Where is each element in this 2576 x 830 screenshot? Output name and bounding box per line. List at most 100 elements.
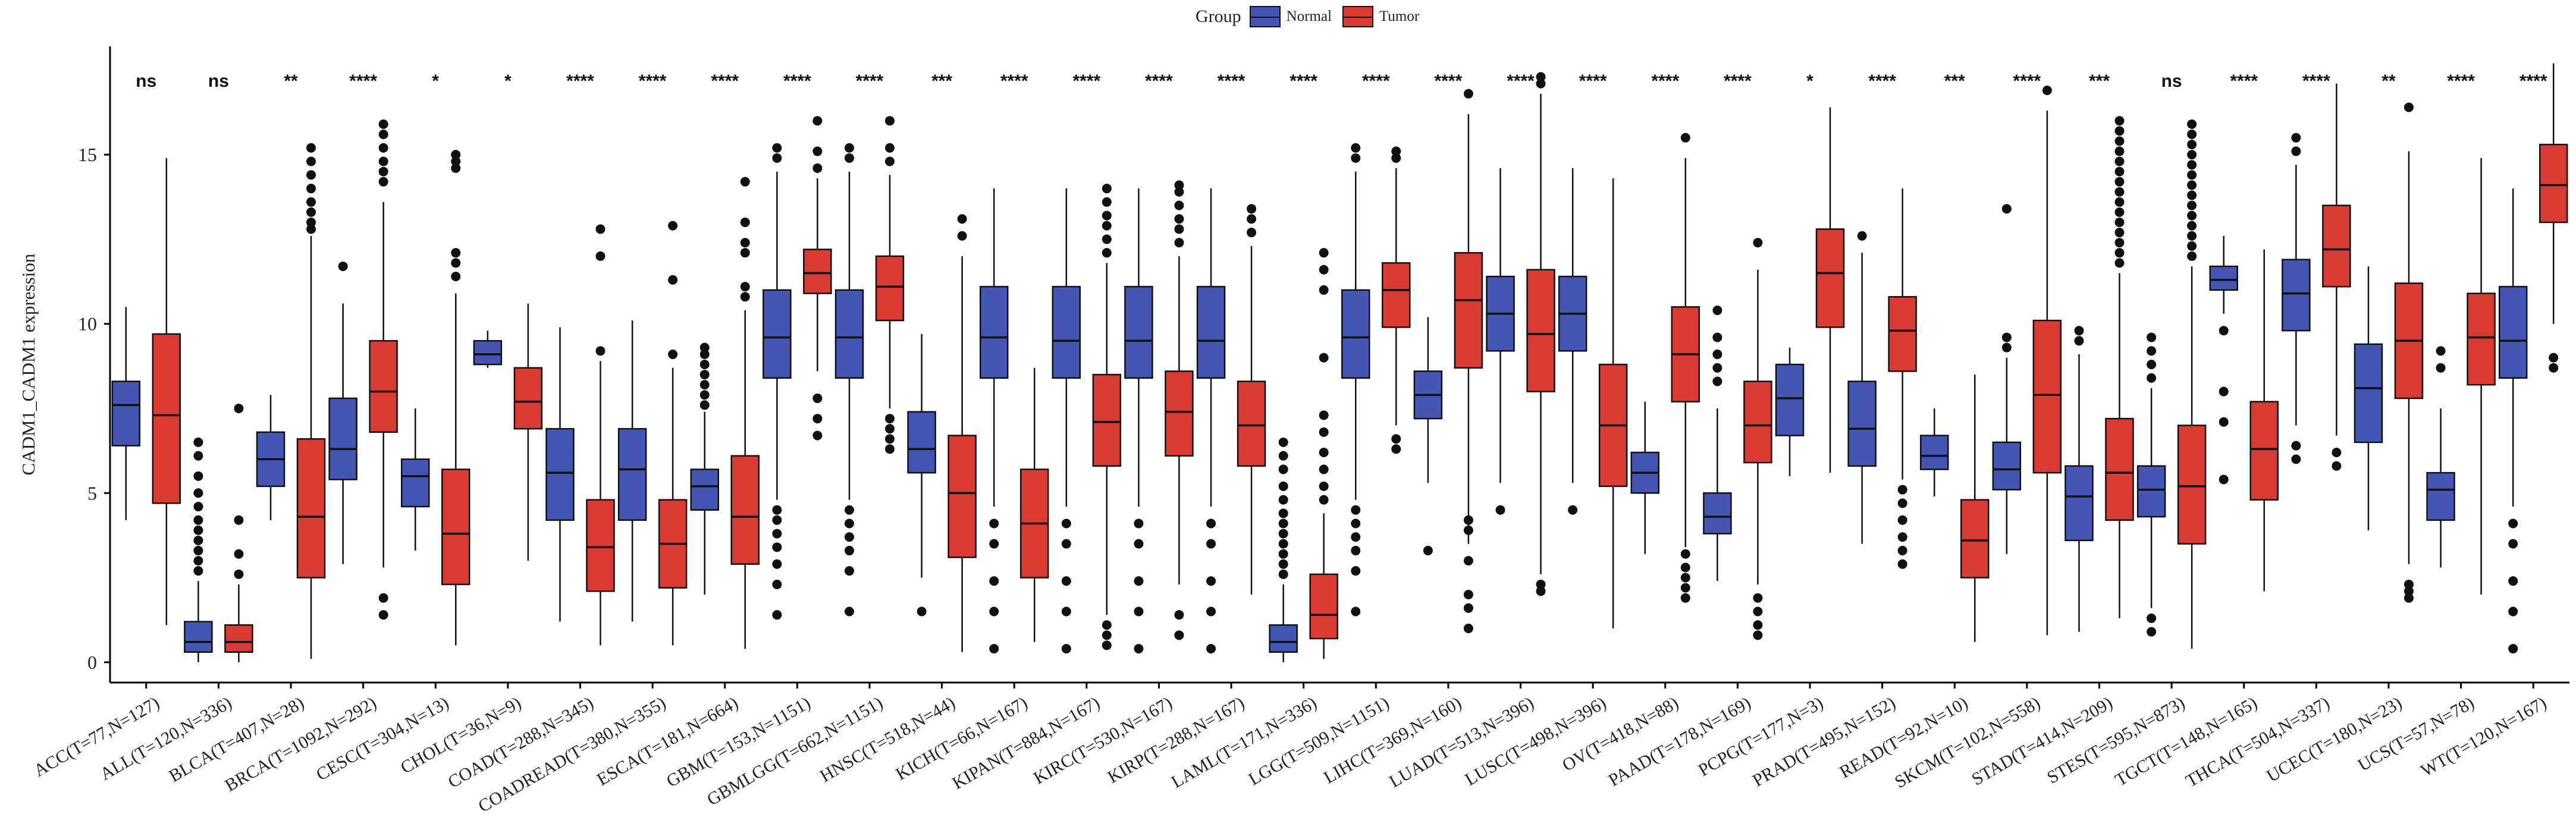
normal-outlier: [193, 525, 203, 535]
normal-box: [1847, 381, 1877, 467]
tumor-outlier: [1102, 221, 1112, 231]
tumor-outlier: [378, 610, 388, 620]
normal-outlier: [2291, 133, 2301, 143]
legend-item-tumor: Tumor: [1342, 6, 1419, 27]
normal-outlier: [1278, 464, 1288, 474]
tumor-outlier: [2114, 187, 2125, 197]
tumor-outlier: [595, 251, 605, 261]
tumor-outlier: [306, 156, 316, 166]
significance-label: ****: [783, 71, 811, 91]
significance-label: ****: [1072, 71, 1100, 91]
x-tick-label: UCEC(T=180,N=23): [2263, 693, 2405, 786]
normal-outlier: [2508, 576, 2518, 586]
tumor-outlier: [884, 444, 895, 454]
tumor-box: [1382, 262, 1411, 328]
tumor-outlier: [812, 163, 823, 173]
normal-outlier: [193, 535, 203, 545]
normal-outlier: [1061, 644, 1071, 654]
tumor-outlier: [812, 116, 823, 126]
tumor-outlier: [1680, 583, 1690, 593]
normal-outlier: [193, 488, 203, 498]
tumor-outlier: [1247, 214, 1257, 224]
tumor-outlier: [1102, 630, 1112, 640]
tumor-outlier: [2114, 166, 2125, 177]
tumor-outlier: [1897, 498, 1907, 508]
y-tick-label: 15: [78, 144, 97, 165]
normal-outlier: [2291, 454, 2301, 464]
normal-outlier: [699, 349, 710, 359]
tumor-outlier: [1753, 606, 1763, 617]
tumor-outlier: [884, 143, 895, 153]
y-tick-label: 5: [87, 482, 97, 504]
normal-box: [2064, 465, 2094, 542]
tumor-box: [1526, 269, 1555, 392]
tumor-outlier: [740, 238, 750, 248]
normal-outlier: [2291, 146, 2301, 156]
tumor-box: [1815, 228, 1845, 328]
tumor-outlier: [2187, 251, 2197, 261]
tumor-outlier: [234, 515, 244, 525]
significance-label: ****: [1218, 71, 1245, 91]
tumor-box: [1092, 373, 1122, 467]
normal-box: [834, 289, 864, 379]
y-axis-title: CADM1_CADM1 expression: [18, 253, 39, 475]
tumor-outlier: [812, 393, 823, 403]
tumor-outlier: [1463, 525, 1473, 535]
tumor-outlier: [812, 146, 823, 156]
tumor-outlier: [2114, 197, 2125, 207]
normal-outlier: [193, 502, 203, 512]
significance-label: ****: [1145, 71, 1173, 91]
significance-label: ***: [931, 71, 952, 91]
tumor-box: [513, 367, 543, 430]
tumor-outlier: [1463, 515, 1473, 525]
tumor-outlier: [2332, 461, 2342, 471]
normal-outlier: [1278, 451, 1288, 461]
x-tick-label: KIRC(T=530,N=167): [1030, 693, 1175, 788]
tumor-box: [1454, 251, 1483, 369]
normal-outlier: [772, 610, 782, 620]
tumor-outlier: [306, 217, 316, 227]
normal-outlier: [1495, 505, 1505, 515]
tumor-outlier: [2042, 85, 2052, 95]
tumor-box: [730, 455, 760, 565]
tumor-outlier: [1319, 447, 1329, 457]
x-tick-label: CHOL(T=36,N=9): [397, 693, 525, 778]
normal-outlier: [772, 505, 782, 515]
normal-outlier: [1351, 505, 1361, 515]
tumor-outlier: [1897, 532, 1907, 542]
tumor-outlier: [2114, 146, 2125, 156]
normal-box: [184, 621, 213, 653]
tumor-outlier: [1319, 265, 1329, 275]
significance-label: ns: [208, 71, 229, 91]
tumor-outlier: [740, 248, 750, 258]
normal-box: [763, 289, 792, 379]
tumor-outlier: [234, 403, 244, 413]
tumor-outlier: [1319, 285, 1329, 295]
normal-box: [2209, 265, 2238, 291]
tumor-outlier: [378, 156, 388, 166]
tumor-outlier: [2187, 210, 2197, 221]
tumor-outlier: [1753, 630, 1763, 640]
normal-box: [690, 469, 719, 511]
tumor-outlier: [1319, 464, 1329, 474]
tumor-outlier: [1463, 623, 1473, 633]
normal-outlier: [2147, 346, 2157, 356]
tumor-outlier: [884, 434, 895, 444]
tumor-outlier: [2187, 180, 2197, 190]
tumor-outlier: [668, 349, 678, 359]
tumor-outlier: [451, 258, 461, 268]
tumor-box: [296, 438, 326, 579]
normal-box: [1920, 435, 1949, 470]
normal-outlier: [2508, 539, 2518, 549]
significance-label: ***: [2089, 71, 2110, 91]
normal-box: [545, 427, 575, 521]
significance-label: *: [504, 71, 512, 91]
x-tick-label: CESC(T=304,N=13): [313, 693, 452, 784]
normal-outlier: [772, 143, 782, 153]
normal-outlier: [1061, 606, 1071, 617]
tumor-outlier: [378, 129, 388, 139]
normal-outlier: [844, 143, 854, 153]
tumor-outlier: [234, 569, 244, 579]
normal-outlier: [772, 515, 782, 525]
